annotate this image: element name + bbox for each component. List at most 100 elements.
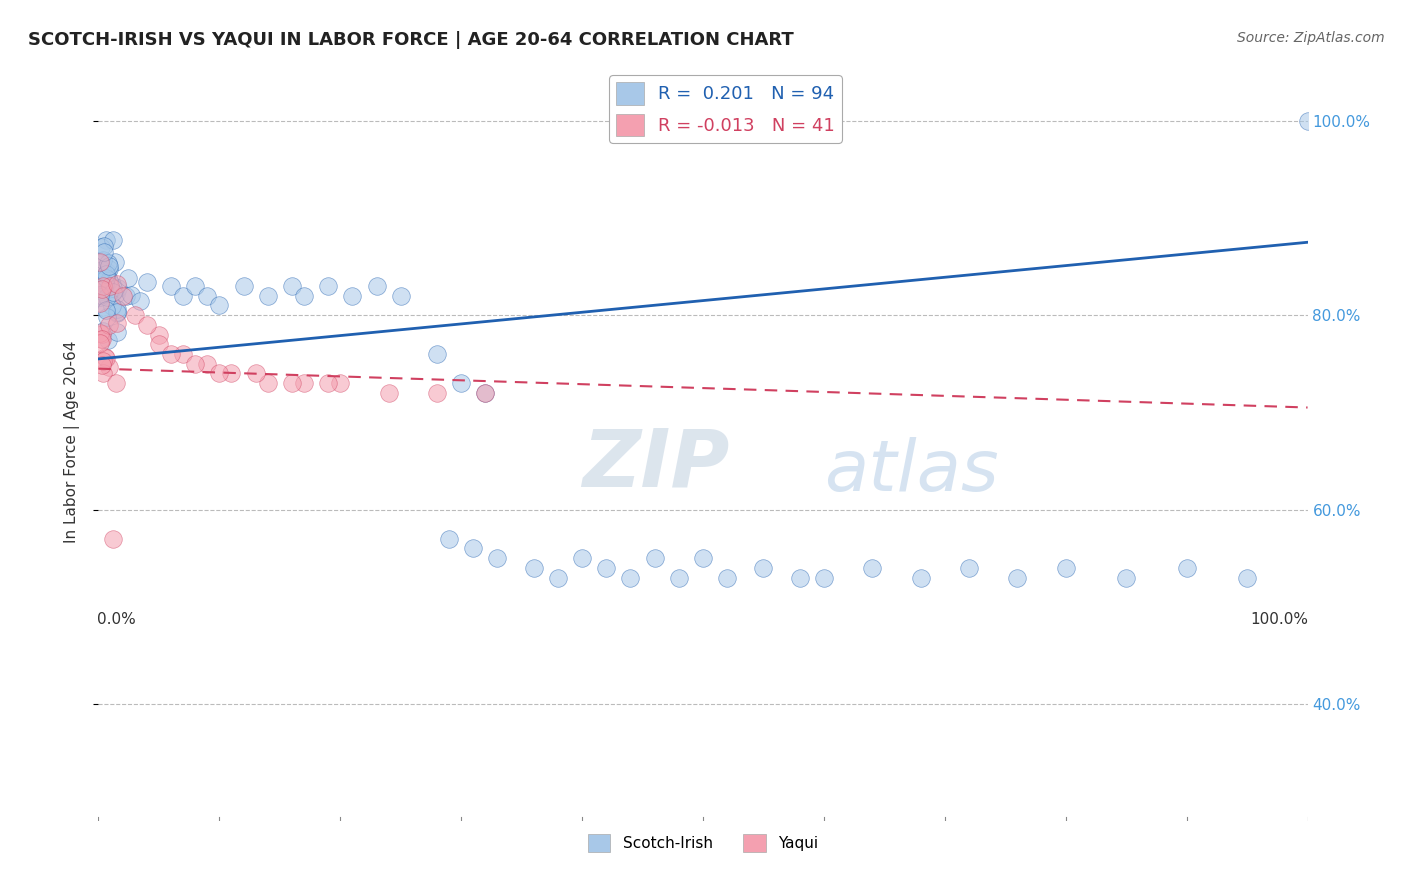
Point <box>89 254 111 268</box>
Point <box>101 281 124 295</box>
Point <box>281 376 304 391</box>
Point <box>97 318 120 332</box>
Point <box>90 332 112 346</box>
Point <box>96 351 118 365</box>
Point <box>91 332 114 346</box>
Point <box>104 255 127 269</box>
Point <box>789 571 811 585</box>
Point <box>256 289 278 303</box>
Point <box>135 275 157 289</box>
Point <box>98 278 121 293</box>
Text: ZIP: ZIP <box>582 425 730 503</box>
Point <box>281 279 304 293</box>
Point <box>94 277 117 291</box>
Point <box>93 239 115 253</box>
Point <box>93 245 115 260</box>
Legend: Scotch-Irish, Yaqui: Scotch-Irish, Yaqui <box>582 828 824 858</box>
Point <box>860 561 883 575</box>
Point <box>104 376 127 390</box>
Point <box>668 571 690 585</box>
Point <box>910 571 932 585</box>
Point <box>1007 571 1029 585</box>
Point <box>595 561 617 575</box>
Point <box>89 296 111 310</box>
Point <box>91 366 114 380</box>
Point <box>105 305 128 319</box>
Point <box>93 253 115 268</box>
Point <box>474 386 496 401</box>
Point <box>135 318 157 332</box>
Point <box>426 386 449 401</box>
Point <box>148 337 170 351</box>
Point <box>93 301 115 316</box>
Point <box>172 289 194 303</box>
Point <box>91 358 114 372</box>
Point <box>105 277 128 291</box>
Point <box>91 327 114 342</box>
Point <box>90 253 112 268</box>
Point <box>104 286 127 301</box>
Point <box>221 367 243 381</box>
Text: Source: ZipAtlas.com: Source: ZipAtlas.com <box>1237 31 1385 45</box>
Point <box>91 284 114 298</box>
Point <box>208 367 231 381</box>
Point <box>98 276 121 290</box>
Point <box>89 290 111 304</box>
Point <box>377 386 399 401</box>
Point <box>124 308 146 322</box>
Point <box>256 376 278 391</box>
Point <box>96 289 118 303</box>
Point <box>644 551 666 566</box>
Point <box>94 234 117 248</box>
Text: 100.0%: 100.0% <box>1251 612 1309 627</box>
Point <box>97 255 120 269</box>
Point <box>716 571 738 585</box>
Point <box>111 289 134 303</box>
Point <box>486 551 509 566</box>
Point <box>97 333 120 347</box>
Point <box>148 327 170 342</box>
Text: SCOTCH-IRISH VS YAQUI IN LABOR FORCE | AGE 20-64 CORRELATION CHART: SCOTCH-IRISH VS YAQUI IN LABOR FORCE | A… <box>28 31 794 49</box>
Point <box>523 561 546 575</box>
Point <box>389 289 412 303</box>
Point <box>1236 571 1258 585</box>
Point <box>98 359 121 374</box>
Point <box>1054 561 1077 575</box>
Point <box>105 306 128 320</box>
Text: 0.0%: 0.0% <box>97 612 136 627</box>
Point <box>172 347 194 361</box>
Point <box>426 347 449 361</box>
Point <box>245 367 267 381</box>
Point <box>437 532 460 546</box>
Point <box>195 357 218 371</box>
Point <box>619 571 641 585</box>
Point <box>366 279 388 293</box>
Point <box>101 285 124 300</box>
Point <box>208 298 231 312</box>
Text: atlas: atlas <box>824 437 998 507</box>
Point <box>1296 113 1319 128</box>
Point <box>89 287 111 301</box>
Point <box>957 561 980 575</box>
Point <box>91 324 114 338</box>
Point <box>474 386 496 401</box>
Point <box>89 275 111 289</box>
Point <box>1175 561 1198 575</box>
Point <box>184 357 207 371</box>
Point <box>450 376 472 391</box>
Point <box>96 303 118 318</box>
Point <box>101 233 124 247</box>
Point <box>1115 571 1137 585</box>
Point <box>91 354 114 368</box>
Point <box>89 335 111 350</box>
Point <box>91 262 114 277</box>
Point <box>105 316 128 330</box>
Point <box>97 260 120 274</box>
Point <box>96 271 118 285</box>
Point <box>115 288 138 302</box>
Point <box>813 571 835 585</box>
Point <box>101 532 124 546</box>
Point <box>571 551 593 566</box>
Point <box>107 281 129 295</box>
Point <box>232 279 254 293</box>
